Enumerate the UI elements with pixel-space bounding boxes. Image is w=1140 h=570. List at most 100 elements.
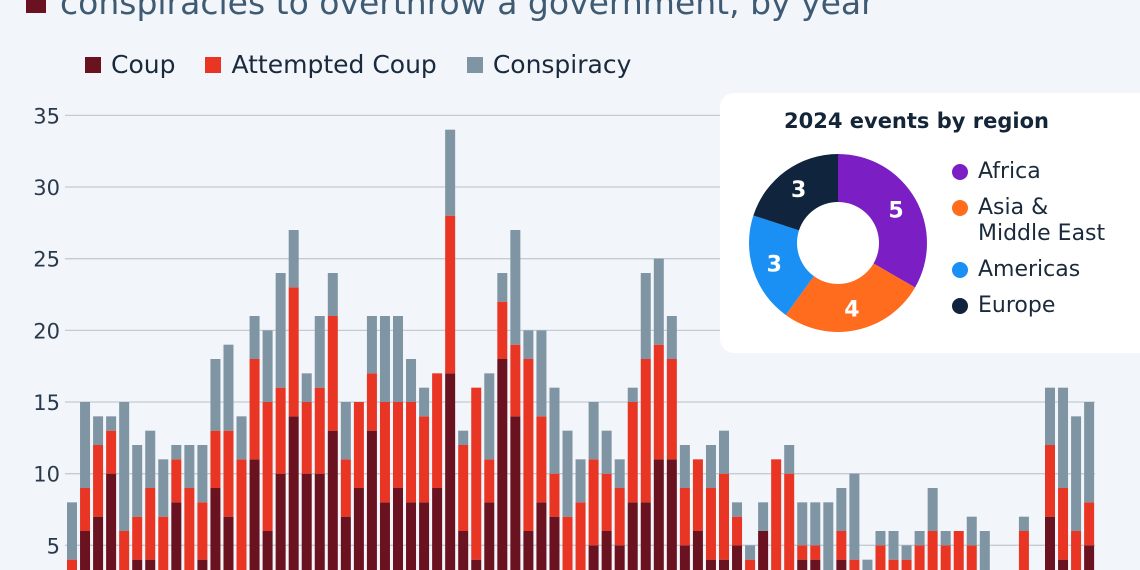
pie-legend-label: Europe [978, 293, 1056, 318]
chart-title: conspiracies to overthrow a government, … [26, 0, 875, 22]
bar-segment-conspiracy [758, 502, 769, 532]
y-tick-label: 10 [33, 463, 60, 487]
bar-segment-coup [679, 545, 690, 570]
bar-segment-conspiracy [523, 330, 534, 360]
bar-segment-coup [458, 531, 469, 570]
bar-segment-conspiracy [340, 402, 351, 460]
bar-segment-attempted-coup [210, 430, 221, 489]
bar-segment-coup [93, 516, 104, 570]
bar-segment-coup [510, 416, 521, 570]
bar-segment-conspiracy [1071, 416, 1082, 532]
legend-item-attempted-coup: Attempted Coup [205, 50, 437, 79]
bar-segment-coup [614, 545, 625, 570]
bar-segment-conspiracy [249, 316, 260, 360]
bar-segment-attempted-coup [340, 459, 351, 517]
legend-item-coup: Coup [85, 50, 175, 79]
bar-segment-coup [132, 559, 143, 570]
bar-segment-conspiracy [132, 445, 143, 517]
bar-segment-coup [406, 502, 417, 570]
bar-segment-attempted-coup [171, 459, 182, 503]
legend-swatch-conspiracy [466, 56, 483, 73]
bar-segment-conspiracy [849, 473, 860, 560]
bar-segment-conspiracy [379, 316, 390, 403]
bar-segment-conspiracy [497, 273, 508, 302]
bar-segment-coup [797, 559, 808, 570]
pie-legend-label: Asia & Middle East [978, 195, 1106, 246]
bar-segment-attempted-coup [132, 516, 143, 560]
bar-segment-coup [171, 502, 182, 570]
bar-segment-attempted-coup [262, 402, 273, 532]
bar-segment-attempted-coup [536, 416, 547, 503]
bar-segment-conspiracy [171, 445, 182, 460]
bar-segment-coup [106, 473, 117, 570]
bar-segment-conspiracy [914, 531, 925, 546]
bar-segment-coup [301, 473, 312, 570]
bar-segment-conspiracy [80, 402, 91, 489]
donut-slice [838, 154, 927, 288]
pie-legend-item: Europe [952, 293, 1105, 319]
bar-segment-conspiracy [301, 373, 312, 403]
bar-segment-coup [758, 531, 769, 570]
bar-segment-attempted-coup [810, 545, 821, 560]
bar-segment-attempted-coup [966, 545, 977, 570]
bar-segment-conspiracy [901, 545, 912, 560]
bar-segment-coup [471, 559, 482, 570]
bar-segment-coup [445, 373, 456, 570]
bar-segment-attempted-coup [1084, 502, 1095, 546]
bar-segment-attempted-coup [119, 531, 130, 570]
donut-slice [753, 154, 838, 231]
bar-segment-conspiracy [1045, 387, 1055, 446]
chart-title-text: conspiracies to overthrow a government, … [60, 0, 875, 22]
legend-label: Conspiracy [492, 50, 632, 79]
bar-segment-attempted-coup [640, 359, 651, 503]
bar-segment-conspiracy [562, 430, 573, 517]
bar-segment-conspiracy [745, 545, 756, 560]
bar-segment-attempted-coup [353, 402, 364, 489]
donut-value-label: 5 [888, 199, 903, 224]
bar-segment-attempted-coup [797, 545, 808, 560]
bar-segment-attempted-coup [145, 488, 156, 560]
bar-segment-attempted-coup [549, 473, 560, 517]
bar-segment-conspiracy [732, 502, 743, 517]
bar-segment-conspiracy [888, 531, 899, 560]
donut-value-label: 4 [844, 298, 859, 323]
bar-segment-coup [588, 545, 599, 570]
y-tick-label: 35 [33, 104, 60, 128]
bar-segment-conspiracy [262, 330, 273, 403]
bar-segment-attempted-coup [80, 488, 91, 532]
bar-segment-conspiracy [966, 516, 977, 546]
bar-segment-coup [145, 559, 156, 570]
bar-segment-conspiracy [458, 430, 469, 446]
pie-legend: Africa Asia & Middle East Americas Europe [952, 159, 1105, 329]
bar-segment-coup [640, 502, 651, 570]
bar-segment-attempted-coup [836, 531, 847, 560]
y-tick-label: 5 [47, 534, 60, 558]
bar-segment-coup [601, 531, 612, 570]
bar-segment-conspiracy [275, 273, 286, 388]
bar-segment-attempted-coup [197, 502, 208, 560]
bar-segment-conspiracy [393, 316, 403, 403]
bar-segment-attempted-coup [484, 459, 495, 503]
legend-dot [952, 298, 968, 314]
bar-segment-coup [523, 531, 534, 570]
bar-segment-conspiracy [197, 445, 208, 503]
donut-slice [749, 215, 814, 316]
bar-segment-conspiracy [875, 531, 886, 546]
bar-segment-attempted-coup [1018, 531, 1029, 570]
bar-segment-attempted-coup [679, 488, 690, 546]
bar-segment-conspiracy [327, 273, 338, 317]
bar-segment-conspiracy [236, 416, 247, 460]
bar-segment-attempted-coup [614, 488, 625, 546]
bar-segment-attempted-coup [93, 445, 104, 517]
bar-segment-conspiracy [679, 445, 690, 489]
bar-segment-coup [393, 488, 403, 570]
bar-segment-attempted-coup [288, 287, 299, 417]
bar-segment-attempted-coup [366, 373, 377, 431]
bar-segment-coup [210, 488, 221, 570]
bar-segment-coup [288, 416, 299, 570]
pie-title: 2024 events by region [784, 109, 1049, 133]
legend-dot [952, 262, 968, 278]
bar-segment-conspiracy [210, 359, 221, 431]
bar-segment-conspiracy [119, 402, 130, 532]
bar-segment-conspiracy [484, 373, 495, 460]
